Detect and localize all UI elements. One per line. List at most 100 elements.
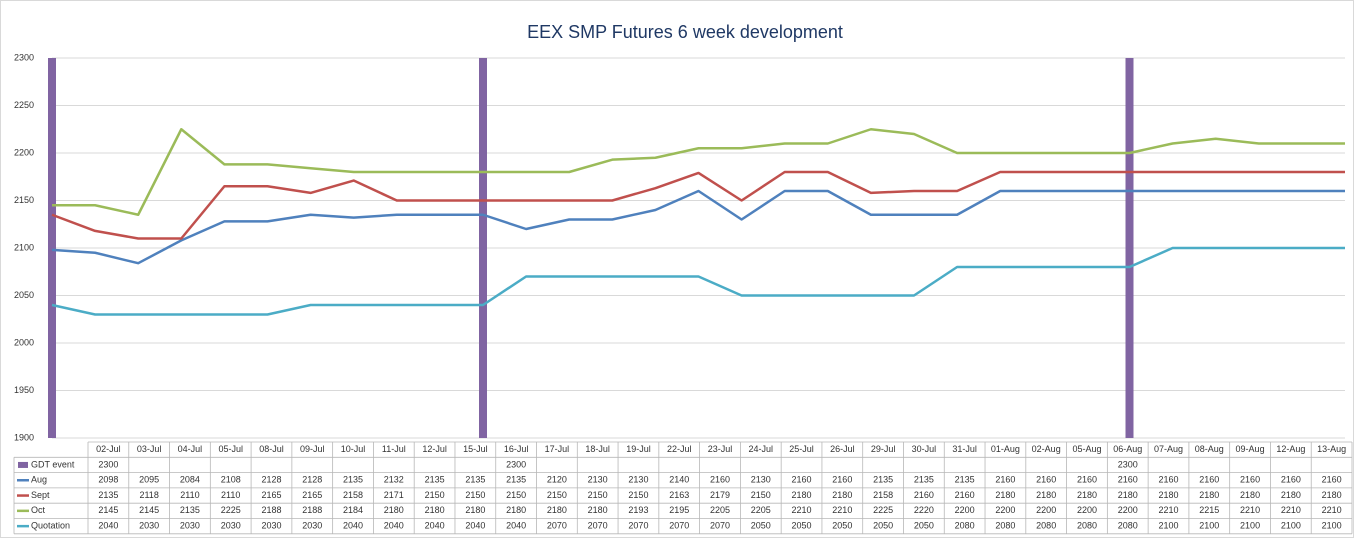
table-value: 2030 bbox=[139, 521, 159, 531]
table-value: 2180 bbox=[506, 505, 526, 515]
x-tick-label: 04-Jul bbox=[178, 444, 203, 454]
table-value: 2180 bbox=[1199, 490, 1219, 500]
table-value: 2160 bbox=[1118, 475, 1138, 485]
table-value: 2050 bbox=[751, 521, 771, 531]
table-value: 2210 bbox=[1281, 505, 1301, 515]
table-value: 2140 bbox=[669, 475, 689, 485]
table-value: 2120 bbox=[547, 475, 567, 485]
table-value: 2165 bbox=[302, 490, 322, 500]
table-value: 2098 bbox=[98, 475, 118, 485]
table-value: 2180 bbox=[1240, 490, 1260, 500]
x-tick-label: 31-Jul bbox=[952, 444, 977, 454]
table-value: 2135 bbox=[955, 475, 975, 485]
y-tick-label: 2300 bbox=[14, 52, 34, 62]
table-value: 2165 bbox=[261, 490, 281, 500]
table-value: 2070 bbox=[669, 521, 689, 531]
table-value: 2150 bbox=[506, 490, 526, 500]
table-value: 2225 bbox=[221, 505, 241, 515]
table-value: 2145 bbox=[98, 505, 118, 515]
y-tick-label: 2000 bbox=[14, 337, 34, 347]
table-value: 2180 bbox=[384, 505, 404, 515]
y-tick-label: 2050 bbox=[14, 290, 34, 300]
table-value: 2135 bbox=[425, 475, 445, 485]
table-value: 2160 bbox=[1159, 475, 1179, 485]
bar bbox=[479, 58, 487, 438]
table-value: 2128 bbox=[302, 475, 322, 485]
table-value: 2030 bbox=[180, 521, 200, 531]
x-tick-label: 07-Aug bbox=[1154, 444, 1183, 454]
table-value: 2040 bbox=[425, 521, 445, 531]
table-value: 2180 bbox=[995, 490, 1015, 500]
bar bbox=[48, 58, 56, 438]
table-value: 2180 bbox=[832, 490, 852, 500]
table-value: 2210 bbox=[1322, 505, 1342, 515]
x-tick-label: 11-Jul bbox=[382, 444, 406, 454]
table-value: 2200 bbox=[1036, 505, 1056, 515]
table-value: 2030 bbox=[221, 521, 241, 531]
line bbox=[51, 246, 1345, 316]
table-value: 2225 bbox=[873, 505, 893, 515]
table-value: 2110 bbox=[221, 490, 240, 500]
x-tick-label: 10-Jul bbox=[341, 444, 366, 454]
legend-key bbox=[18, 461, 28, 468]
y-tick-label: 2100 bbox=[14, 242, 34, 252]
table-value: 2193 bbox=[628, 505, 648, 515]
table-value: 2180 bbox=[792, 490, 812, 500]
line bbox=[52, 128, 1345, 216]
x-tick-label: 12-Jul bbox=[422, 444, 447, 454]
y-tick-label: 2250 bbox=[14, 100, 34, 110]
x-tick-label: 18-Jul bbox=[585, 444, 610, 454]
table-value: 2220 bbox=[914, 505, 934, 515]
x-tick-label: 05-Aug bbox=[1072, 444, 1101, 454]
table-value: 2070 bbox=[710, 521, 730, 531]
table-value: 2180 bbox=[1159, 490, 1179, 500]
table-value: 2080 bbox=[995, 521, 1015, 531]
x-tick-label: 23-Jul bbox=[708, 444, 733, 454]
table-value: 2070 bbox=[588, 521, 608, 531]
table-value: 2160 bbox=[1036, 475, 1056, 485]
table-value: 2118 bbox=[139, 490, 158, 500]
x-tick-label: 13-Aug bbox=[1317, 444, 1346, 454]
x-tick-label: 29-Jul bbox=[871, 444, 896, 454]
chart-title: EEX SMP Futures 6 week development bbox=[527, 22, 843, 42]
table-value: 2095 bbox=[139, 475, 159, 485]
table-value: 2184 bbox=[343, 505, 363, 515]
table-value: 2070 bbox=[628, 521, 648, 531]
table-value: 2180 bbox=[1036, 490, 1056, 500]
table-value: 2180 bbox=[588, 505, 608, 515]
x-tick-label: 08-Aug bbox=[1195, 444, 1224, 454]
x-tick-label: 03-Jul bbox=[137, 444, 162, 454]
table-value: 2160 bbox=[792, 475, 812, 485]
table-value: 2300 bbox=[506, 459, 526, 469]
legend-label: Quotation bbox=[31, 521, 70, 531]
table-value: 2158 bbox=[343, 490, 363, 500]
table-value: 2210 bbox=[792, 505, 812, 515]
table-value: 2215 bbox=[1199, 505, 1219, 515]
table-value: 2150 bbox=[751, 490, 771, 500]
table-value: 2150 bbox=[588, 490, 608, 500]
table-value: 2135 bbox=[465, 475, 485, 485]
table-value: 2180 bbox=[1281, 490, 1301, 500]
table-value: 2135 bbox=[873, 475, 893, 485]
table-value: 2080 bbox=[955, 521, 975, 531]
x-tick-label: 02-Jul bbox=[96, 444, 121, 454]
table-value: 2160 bbox=[1240, 475, 1260, 485]
table-value: 2150 bbox=[425, 490, 445, 500]
table-value: 2200 bbox=[1118, 505, 1138, 515]
table-value: 2030 bbox=[302, 521, 322, 531]
legend-label: GDT event bbox=[31, 459, 75, 469]
table-value: 2135 bbox=[98, 490, 118, 500]
table-value: 2050 bbox=[792, 521, 812, 531]
x-tick-label: 25-Jul bbox=[789, 444, 814, 454]
table-value: 2050 bbox=[832, 521, 852, 531]
table-value: 2200 bbox=[955, 505, 975, 515]
table-value: 2205 bbox=[710, 505, 730, 515]
table-value: 2130 bbox=[628, 475, 648, 485]
x-tick-label: 12-Aug bbox=[1276, 444, 1305, 454]
x-tick-label: 19-Jul bbox=[626, 444, 651, 454]
x-tick-label: 22-Jul bbox=[667, 444, 692, 454]
x-tick-label: 06-Aug bbox=[1113, 444, 1142, 454]
table-value: 2100 bbox=[1199, 521, 1219, 531]
table-value: 2130 bbox=[588, 475, 608, 485]
table-value: 2210 bbox=[1240, 505, 1260, 515]
